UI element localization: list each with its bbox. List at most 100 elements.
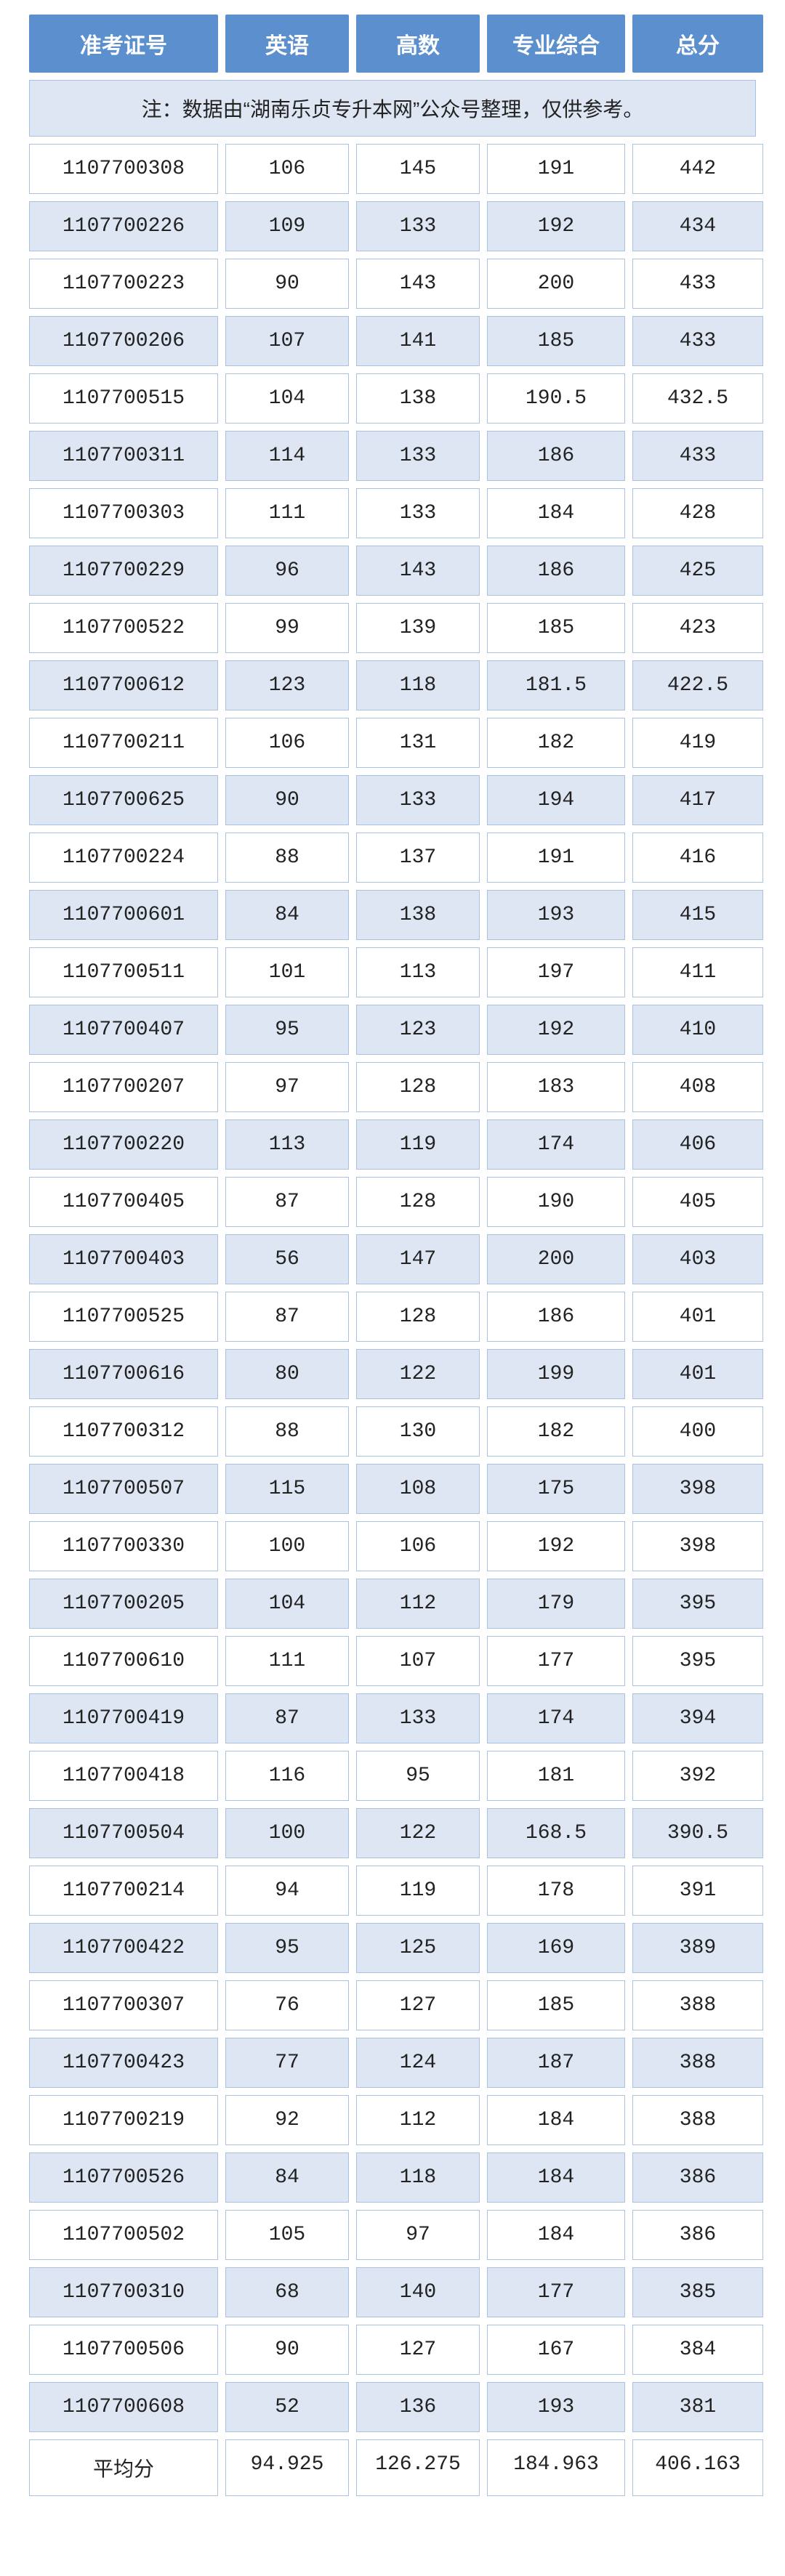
table-cell: 127 [356,2325,480,2375]
table-cell: 133 [356,201,480,251]
table-cell: 128 [356,1177,480,1227]
header-exam-id: 准考证号 [29,15,218,73]
table-row: 110770021494119178391 [29,1866,756,1916]
table-cell: 417 [632,775,763,825]
table-cell: 1107700311 [29,431,218,481]
table-cell: 90 [225,259,349,309]
table-cell: 395 [632,1636,763,1686]
table-cell: 1107700211 [29,718,218,768]
table-row: 1107700226109133192434 [29,201,756,251]
table-cell: 1107700312 [29,1406,218,1457]
table-cell: 84 [225,2152,349,2203]
table-cell: 133 [356,431,480,481]
table-cell: 1107700515 [29,373,218,424]
table-cell: 192 [487,1521,625,1571]
table-row: 110770042377124187388 [29,2038,756,2088]
table-cell: 106 [225,718,349,768]
table-cell: 178 [487,1866,625,1916]
table-cell: 1107700506 [29,2325,218,2375]
table-cell: 191 [487,144,625,194]
table-cell: 174 [487,1119,625,1170]
table-cell: 126.275 [356,2439,480,2496]
table-row: 1107700610111107177395 [29,1636,756,1686]
table-row: 110770061680122199401 [29,1349,756,1399]
table-cell: 1107700407 [29,1005,218,1055]
table-row: 1107700311114133186433 [29,431,756,481]
table-cell: 1107700525 [29,1292,218,1342]
table-row: 110770022996143186425 [29,546,756,596]
table-cell: 138 [356,373,480,424]
table-cell: 1107700308 [29,144,218,194]
table-cell: 1107700223 [29,259,218,309]
table-cell: 1107700403 [29,1234,218,1284]
table-cell: 114 [225,431,349,481]
table-cell: 406 [632,1119,763,1170]
table-cell: 169 [487,1923,625,1973]
table-cell: 192 [487,201,625,251]
table-cell: 423 [632,603,763,653]
table-row: 1107700211106131182419 [29,718,756,768]
header-math: 高数 [356,15,480,73]
table-cell: 1107700330 [29,1521,218,1571]
table-cell: 388 [632,1980,763,2030]
table-cell: 145 [356,144,480,194]
table-row: 110770052684118184386 [29,2152,756,2203]
table-cell: 97 [225,1062,349,1112]
table-cell: 133 [356,775,480,825]
table-cell: 192 [487,1005,625,1055]
table-cell: 1107700422 [29,1923,218,1973]
table-cell: 133 [356,1693,480,1743]
table-cell: 112 [356,2095,480,2145]
table-cell: 128 [356,1292,480,1342]
table-cell: 56 [225,1234,349,1284]
table-cell: 183 [487,1062,625,1112]
table-row: 110770041811695181392 [29,1751,756,1801]
table-cell: 1107700214 [29,1866,218,1916]
table-note: 注：数据由“湖南乐贞专升本网”公众号整理，仅供参考。 [29,80,756,137]
table-cell: 179 [487,1579,625,1629]
table-row: 110770040795123192410 [29,1005,756,1055]
table-cell: 124 [356,2038,480,2088]
table-cell: 1107700229 [29,546,218,596]
table-cell: 119 [356,1866,480,1916]
table-cell: 111 [225,1636,349,1686]
table-row: 1107700220113119174406 [29,1119,756,1170]
table-cell: 428 [632,488,763,538]
table-cell: 425 [632,546,763,596]
table-row: 1107700515104138190.5432.5 [29,373,756,424]
table-cell: 200 [487,259,625,309]
table-cell: 143 [356,546,480,596]
table-cell: 1107700511 [29,947,218,997]
table-row: 1107700205104112179395 [29,1579,756,1629]
table-cell: 408 [632,1062,763,1112]
table-cell: 87 [225,1693,349,1743]
table-cell: 388 [632,2038,763,2088]
table-cell: 130 [356,1406,480,1457]
table-cell: 1107700418 [29,1751,218,1801]
table-row: 1107700612123118181.5422.5 [29,660,756,710]
table-cell: 122 [356,1808,480,1858]
table-cell: 1107700526 [29,2152,218,2203]
score-table: 准考证号 英语 高数 专业综合 总分 注：数据由“湖南乐贞专升本网”公众号整理，… [0,0,785,2518]
table-cell: 193 [487,890,625,940]
table-cell: 175 [487,1464,625,1514]
table-cell: 116 [225,1751,349,1801]
table-cell: 433 [632,259,763,309]
table-cell: 104 [225,1579,349,1629]
table-cell: 113 [356,947,480,997]
table-row: 110770052299139185423 [29,603,756,653]
table-cell: 1107700625 [29,775,218,825]
table-row: 110770040356147200403 [29,1234,756,1284]
table-cell: 118 [356,2152,480,2203]
table-cell: 191 [487,833,625,883]
table-cell: 403 [632,1234,763,1284]
table-cell: 95 [225,1005,349,1055]
table-cell: 433 [632,316,763,366]
table-row: 110770052587128186401 [29,1292,756,1342]
table-cell: 140 [356,2267,480,2317]
table-row: 110770050210597184386 [29,2210,756,2260]
table-row: 1107700330100106192398 [29,1521,756,1571]
table-cell: 199 [487,1349,625,1399]
table-cell: 434 [632,201,763,251]
table-cell: 411 [632,947,763,997]
